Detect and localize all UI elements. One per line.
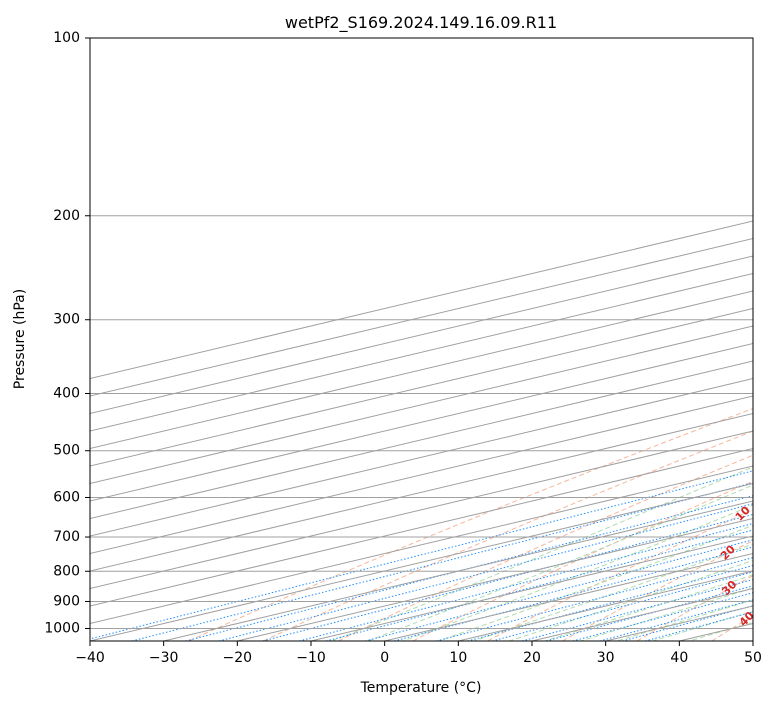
y-tick-label: 1000 bbox=[44, 620, 80, 636]
x-tick-label: 20 bbox=[523, 650, 541, 666]
y-tick-label: 700 bbox=[53, 529, 80, 545]
isotherm-line bbox=[90, 308, 753, 467]
y-tick-label: 400 bbox=[53, 386, 80, 402]
x-tick-label: −10 bbox=[296, 650, 326, 666]
chart-title: wetPf2_S169.2024.149.16.09.R11 bbox=[285, 13, 557, 33]
dry-adiabat bbox=[487, 508, 753, 641]
dry-adiabats bbox=[188, 408, 753, 641]
isotherm-line bbox=[90, 378, 753, 537]
y-tick-label: 300 bbox=[53, 312, 80, 328]
y-axis-ticks: 100 200 300 400 500 600 700 800 900 1000 bbox=[44, 30, 90, 636]
isotherm-line bbox=[90, 290, 753, 450]
x-tick-label: 50 bbox=[744, 650, 762, 666]
mixing-ratio-line bbox=[90, 470, 753, 640]
isotherm-line bbox=[90, 430, 753, 590]
isotherm-line bbox=[90, 273, 753, 432]
x-tick-label: 10 bbox=[449, 650, 467, 666]
isotherm-line bbox=[163, 500, 753, 641]
x-tick-label: 40 bbox=[670, 650, 688, 666]
mixing-ratio-line bbox=[218, 503, 753, 641]
x-tick-label: −30 bbox=[149, 650, 179, 666]
plot-frame bbox=[89, 37, 754, 642]
isotherm-line bbox=[90, 238, 753, 397]
dry-adiabat bbox=[412, 480, 753, 641]
mixing-ratio-line bbox=[131, 482, 753, 641]
plot-area bbox=[90, 38, 753, 641]
y-tick-label: 800 bbox=[53, 563, 80, 579]
isotherm-line bbox=[90, 465, 753, 625]
moist-adiabat bbox=[473, 543, 753, 641]
isotherm-line bbox=[90, 483, 753, 641]
isotherm-line bbox=[237, 517, 753, 641]
y-tick-label: 900 bbox=[53, 593, 80, 609]
isotherm-line bbox=[90, 220, 753, 380]
x-tick-label: 0 bbox=[380, 650, 389, 666]
isotherm-line bbox=[90, 255, 753, 415]
x-tick-label: 30 bbox=[597, 650, 615, 666]
x-axis-title: Temperature (°C) bbox=[360, 680, 482, 696]
x-tick-label: −40 bbox=[75, 650, 105, 666]
mixing-ratio-line bbox=[262, 513, 753, 641]
isotherm-grid bbox=[90, 220, 753, 641]
moist-adiabat bbox=[438, 524, 753, 641]
y-axis-title: Pressure (hPa) bbox=[12, 289, 28, 389]
isotherm-line bbox=[90, 395, 753, 555]
dry-adiabat bbox=[337, 454, 753, 641]
mixing-ratio-line bbox=[325, 529, 753, 641]
mixing-ratio-line bbox=[492, 571, 753, 641]
y-tick-label: 500 bbox=[53, 443, 80, 459]
isotherm-line bbox=[90, 413, 753, 572]
mixing-ratio-line bbox=[467, 565, 753, 641]
isotherm-line bbox=[90, 448, 753, 607]
isobar-grid bbox=[90, 38, 753, 629]
mixing-ratio-line bbox=[299, 522, 753, 641]
x-axis-ticks: −40 −30 −20 −10 0 10 20 30 40 50 bbox=[75, 641, 762, 666]
y-tick-label: 600 bbox=[53, 489, 80, 505]
y-tick-label: 200 bbox=[53, 208, 80, 224]
mixing-ratio-line bbox=[521, 579, 753, 641]
y-tick-label: 100 bbox=[53, 30, 80, 46]
x-tick-label: −20 bbox=[223, 650, 253, 666]
